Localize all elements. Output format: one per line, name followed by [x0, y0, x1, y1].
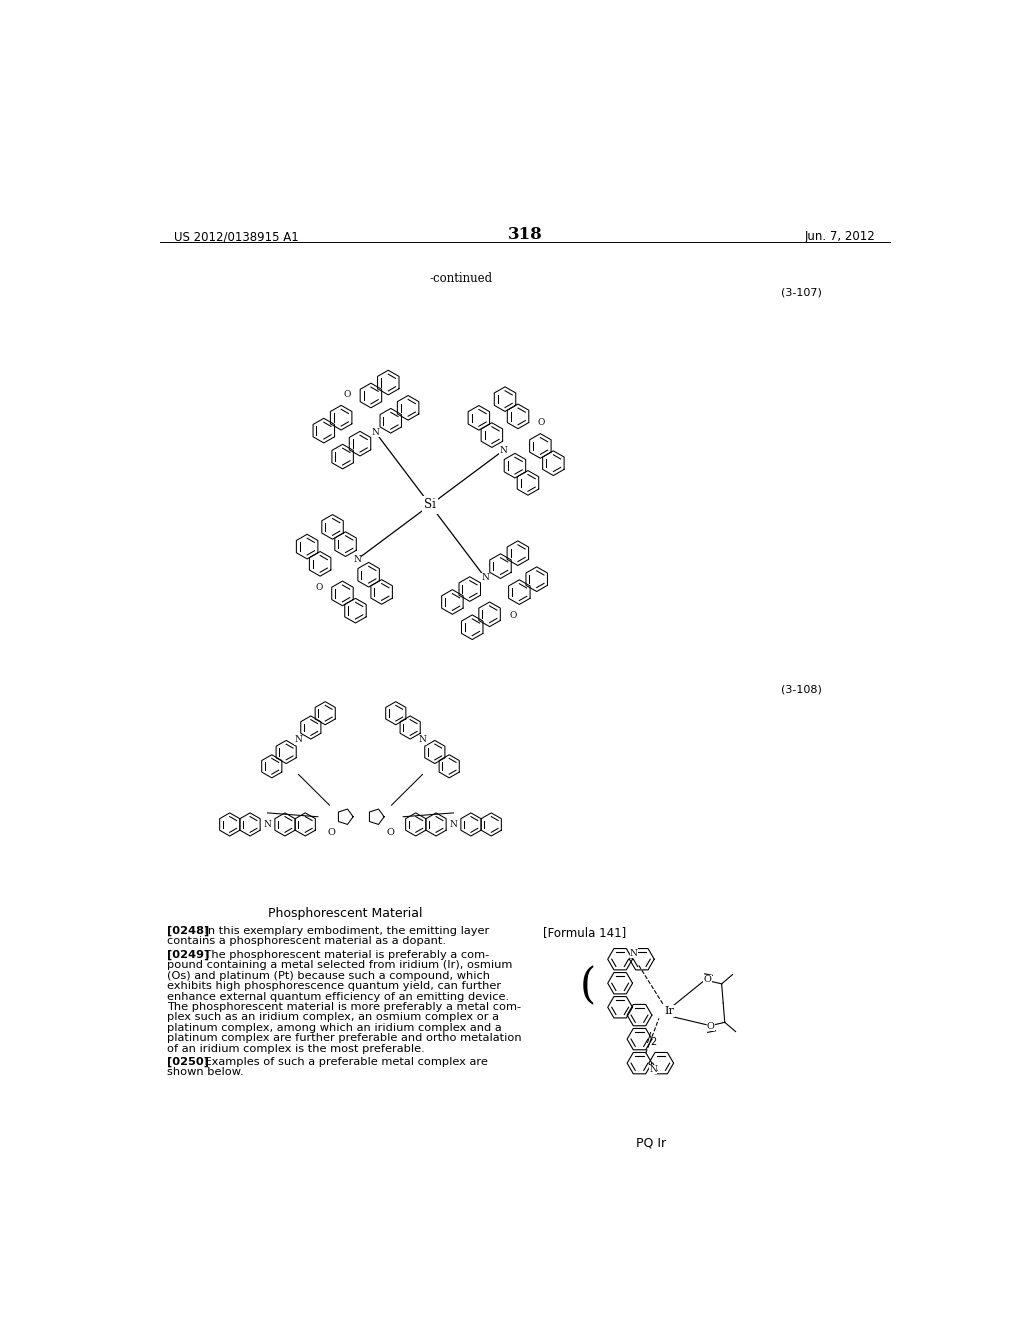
Text: N: N	[372, 428, 379, 437]
Text: O: O	[386, 828, 394, 837]
Text: /: /	[647, 1032, 651, 1045]
Text: (Os) and platinum (Pt) because such a compound, which: (Os) and platinum (Pt) because such a co…	[167, 970, 489, 981]
Text: shown below.: shown below.	[167, 1068, 244, 1077]
Text: US 2012/0138915 A1: US 2012/0138915 A1	[174, 230, 299, 243]
Text: 2: 2	[650, 1038, 656, 1047]
Text: N: N	[500, 446, 507, 455]
Text: [Formula 141]: [Formula 141]	[543, 927, 626, 939]
Text: platinum complex, among which an iridium complex and a: platinum complex, among which an iridium…	[167, 1023, 502, 1032]
Text: of an iridium complex is the most preferable.: of an iridium complex is the most prefer…	[167, 1044, 425, 1053]
Text: Ir: Ir	[664, 1006, 674, 1016]
Text: [0249]: [0249]	[167, 950, 209, 960]
Text: O: O	[343, 391, 351, 399]
Text: O: O	[703, 975, 712, 985]
Text: O: O	[538, 418, 545, 426]
Text: The phosphorescent material is preferably a com-: The phosphorescent material is preferabl…	[190, 950, 489, 960]
Text: (: (	[580, 965, 596, 1007]
Text: exhibits high phosphorescence quantum yield, can further: exhibits high phosphorescence quantum yi…	[167, 981, 501, 991]
Text: contains a phosphorescent material as a dopant.: contains a phosphorescent material as a …	[167, 936, 445, 946]
Text: O: O	[707, 1022, 715, 1031]
Text: (3-108): (3-108)	[780, 684, 821, 694]
Text: The phosphorescent material is more preferably a metal com-: The phosphorescent material is more pref…	[167, 1002, 521, 1012]
Text: Jun. 7, 2012: Jun. 7, 2012	[805, 230, 876, 243]
Text: [0250]: [0250]	[167, 1057, 209, 1068]
Text: Si: Si	[424, 499, 436, 511]
Text: O: O	[327, 828, 335, 837]
Text: N: N	[295, 735, 302, 744]
Text: -continued: -continued	[430, 272, 493, 285]
Text: O: O	[510, 611, 517, 619]
Text: platinum complex are further preferable and ortho metalation: platinum complex are further preferable …	[167, 1034, 521, 1043]
Text: pound containing a metal selected from iridium (Ir), osmium: pound containing a metal selected from i…	[167, 961, 512, 970]
Text: N: N	[419, 735, 426, 744]
Text: In this exemplary embodiment, the emitting layer: In this exemplary embodiment, the emitti…	[190, 927, 489, 936]
Text: N: N	[649, 1065, 657, 1073]
Text: enhance external quantum efficiency of an emitting device.: enhance external quantum efficiency of a…	[167, 991, 509, 1002]
Text: N: N	[263, 820, 271, 829]
Text: Examples of such a preferable metal complex are: Examples of such a preferable metal comp…	[190, 1057, 487, 1067]
Text: N: N	[353, 554, 361, 564]
Text: plex such as an iridium complex, an osmium complex or a: plex such as an iridium complex, an osmi…	[167, 1012, 499, 1022]
Text: 318: 318	[508, 226, 542, 243]
Text: [0248]: [0248]	[167, 927, 209, 936]
Text: N: N	[450, 820, 458, 829]
Text: PQ Ir: PQ Ir	[636, 1137, 667, 1150]
Text: Phosphorescent Material: Phosphorescent Material	[267, 907, 422, 920]
Text: N: N	[630, 949, 638, 957]
Text: (3-107): (3-107)	[780, 288, 821, 298]
Text: N: N	[481, 573, 489, 582]
Text: O: O	[315, 583, 324, 591]
